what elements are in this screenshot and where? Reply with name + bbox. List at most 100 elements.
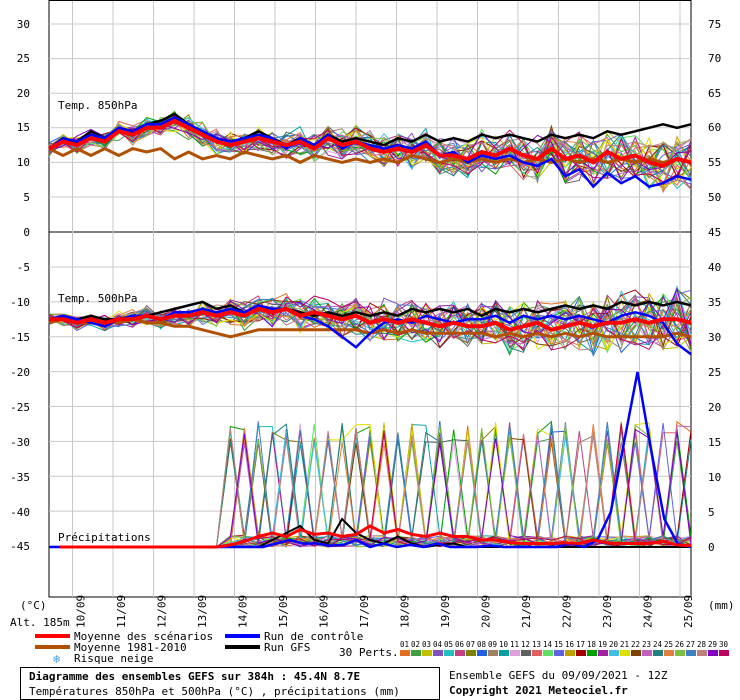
pert-number: 25 xyxy=(664,640,673,649)
pert-curve-850 xyxy=(48,122,692,180)
pert-color-swatch xyxy=(466,650,476,656)
pert-color-swatch xyxy=(565,650,575,656)
left-unit: (°C) xyxy=(20,599,47,612)
date-label: 12/09 xyxy=(156,595,169,628)
pert-color-swatch xyxy=(477,650,487,656)
copyright: Copyright 2021 Meteociel.fr xyxy=(449,684,628,697)
pert-number: 29 xyxy=(708,640,717,649)
title-box: Diagramme des ensembles GEFS sur 384h : … xyxy=(20,667,440,700)
panel-label-500: Temp. 500hPa xyxy=(58,292,137,305)
left-tick-label: 25 xyxy=(17,52,30,65)
left-tick-label: -45 xyxy=(10,540,30,553)
legend-label-climate: Moyenne 1981-2010 xyxy=(74,641,187,654)
right-tick-label: 35 xyxy=(708,296,721,309)
date-label: 11/09 xyxy=(115,595,128,628)
pert-number: 17 xyxy=(576,640,585,649)
pert-color-swatch xyxy=(708,650,718,656)
right-tick-label: 10 xyxy=(708,471,721,484)
gfs-line-850 xyxy=(48,112,692,150)
pert-color-swatch xyxy=(444,650,454,656)
pert-number: 14 xyxy=(543,640,553,649)
left-tick-label: -15 xyxy=(10,331,30,344)
chart-title: Diagramme des ensembles GEFS sur 384h : … xyxy=(29,670,361,683)
pert-number: 08 xyxy=(477,640,487,649)
pert-color-swatch xyxy=(587,650,597,656)
pert-number: 28 xyxy=(697,640,707,649)
pert-curve-500 xyxy=(48,303,692,351)
pert-color-swatch xyxy=(532,650,542,656)
pert-number: 15 xyxy=(554,640,563,649)
date-label: 25/09 xyxy=(682,595,695,628)
pert-color-swatch xyxy=(631,650,641,656)
date-label: 18/09 xyxy=(399,595,412,628)
left-tick-label: 20 xyxy=(17,87,30,100)
pert-color-swatch xyxy=(576,650,586,656)
right-tick-label: 30 xyxy=(708,331,721,344)
pert-color-swatch xyxy=(675,650,685,656)
mean-line-500 xyxy=(49,306,692,332)
pert-number: 09 xyxy=(488,640,497,649)
right-tick-label: 40 xyxy=(708,261,721,274)
pert-color-swatch xyxy=(400,650,410,656)
pert-number: 26 xyxy=(675,640,685,649)
pert-number: 13 xyxy=(532,640,541,649)
pert-number: 22 xyxy=(631,640,640,649)
left-tick-label: -30 xyxy=(10,436,30,449)
control-line-850 xyxy=(48,116,692,189)
left-tick-label: -35 xyxy=(10,471,30,484)
pert-number: 04 xyxy=(433,640,443,649)
left-tick-label: 30 xyxy=(17,18,30,31)
pert-color-swatch xyxy=(488,650,498,656)
pert-number: 16 xyxy=(565,640,575,649)
right-tick-label: 75 xyxy=(708,18,721,31)
legend-label-control: Run de contrôle xyxy=(264,630,363,643)
pert-number: 01 xyxy=(400,640,409,649)
pert-number: 03 xyxy=(422,640,431,649)
date-label: 19/09 xyxy=(439,595,452,628)
altitude-label: Alt. 185m xyxy=(10,616,70,629)
right-tick-label: 25 xyxy=(708,366,721,379)
chart-canvas: 302520151050-5-10-15-20-25-30-35-40-4575… xyxy=(10,0,735,666)
pert-number: 24 xyxy=(653,640,663,649)
pert-color-swatch xyxy=(422,650,432,656)
left-tick-label: -25 xyxy=(10,401,30,414)
pert-color-swatch xyxy=(598,650,608,656)
pert-color-swatch xyxy=(697,650,707,656)
date-label: 22/09 xyxy=(561,595,574,628)
date-label: 21/09 xyxy=(520,595,533,628)
pert-color-swatch xyxy=(653,650,663,656)
mean-line-850 xyxy=(48,118,692,169)
left-tick-label: -20 xyxy=(10,366,30,379)
pert-color-swatch xyxy=(510,650,520,656)
mean-line-precip xyxy=(60,524,692,549)
pert-curve-precip xyxy=(216,421,692,548)
chart-subtitle: Températures 850hPa et 500hPa (°C) , pré… xyxy=(29,685,400,698)
pert-number: 27 xyxy=(686,640,695,649)
date-label: 23/09 xyxy=(601,595,614,628)
left-tick-label: 5 xyxy=(23,191,30,204)
pert-color-swatch xyxy=(642,650,652,656)
right-unit: (mm) xyxy=(708,599,735,612)
date-label: 10/09 xyxy=(75,595,88,628)
pert-color-swatch xyxy=(411,650,421,656)
pert-number: 23 xyxy=(642,640,651,649)
right-tick-label: 15 xyxy=(708,436,721,449)
date-label: 15/09 xyxy=(277,595,290,628)
panel-label-precip: Précipitations xyxy=(58,531,151,544)
right-tick-label: 20 xyxy=(708,401,721,414)
right-tick-label: 5 xyxy=(708,506,715,519)
pert-color-swatch xyxy=(543,650,553,656)
climate-line-850 xyxy=(48,146,692,165)
pert-number: 05 xyxy=(444,640,453,649)
run-info: Ensemble GEFS du 09/09/2021 - 12Z xyxy=(449,669,668,682)
pert-number: 02 xyxy=(411,640,420,649)
pert-color-swatch xyxy=(433,650,443,656)
date-label: 24/09 xyxy=(642,595,655,628)
pert-number: 12 xyxy=(521,640,530,649)
left-tick-label: 10 xyxy=(17,156,30,169)
pert-color-swatch xyxy=(554,650,564,656)
right-tick-label: 65 xyxy=(708,87,721,100)
pert-number: 10 xyxy=(499,640,509,649)
right-tick-label: 50 xyxy=(708,191,721,204)
date-label: 16/09 xyxy=(318,595,331,628)
